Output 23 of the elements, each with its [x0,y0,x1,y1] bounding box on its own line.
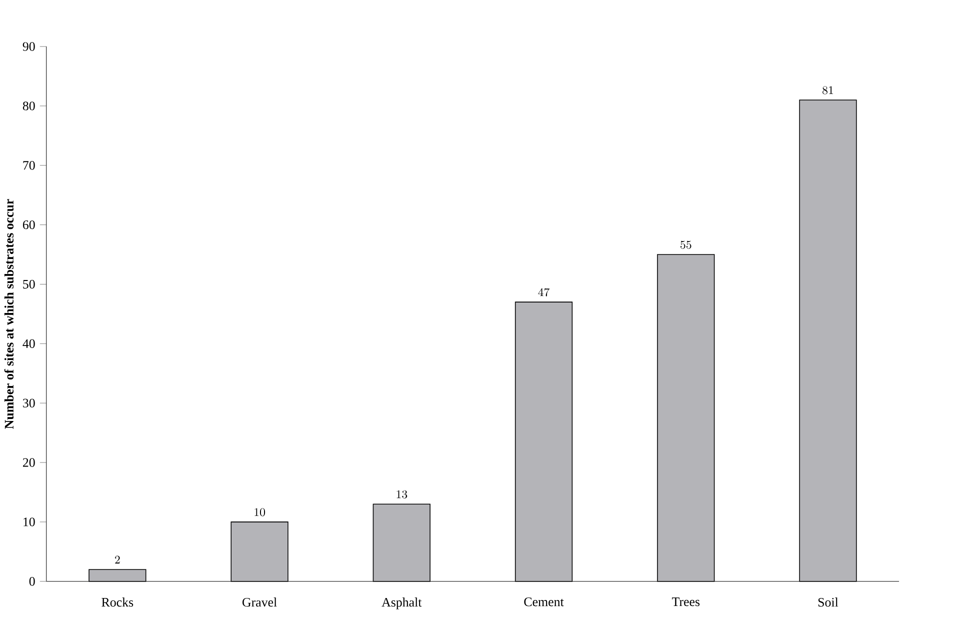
y-tick-label: 0 [29,577,35,586]
y-tick-label: 70 [23,161,35,170]
y-tick-label: 90 [22,42,35,51]
x-tick-label: Rocks [102,598,134,607]
x-tick-label: Trees [672,598,700,606]
y-tick-label: 10 [24,518,35,526]
data-label: 13 [396,490,408,498]
data-label: 10 [254,508,266,516]
y-tick-label: 30 [23,398,35,408]
x-tick-label: Cement [524,598,564,606]
x-tick-label: Soil [818,598,838,607]
y-tick-label: 20 [23,458,35,467]
x-tick-label: Gravel [242,598,277,607]
data-label: 2 [115,556,120,564]
data-label: 55 [680,240,692,249]
data-label: 81 [822,86,833,94]
y-tick-label: 80 [22,102,35,110]
y-tick-label: 40 [22,339,35,348]
y-tick-label: 60 [22,220,35,230]
data-label: 47 [538,288,550,296]
x-tick-label: Asphalt [382,598,422,610]
y-tick-label: 50 [23,280,35,289]
y-axis-title: Number of sites at which substrates occur [4,199,14,429]
